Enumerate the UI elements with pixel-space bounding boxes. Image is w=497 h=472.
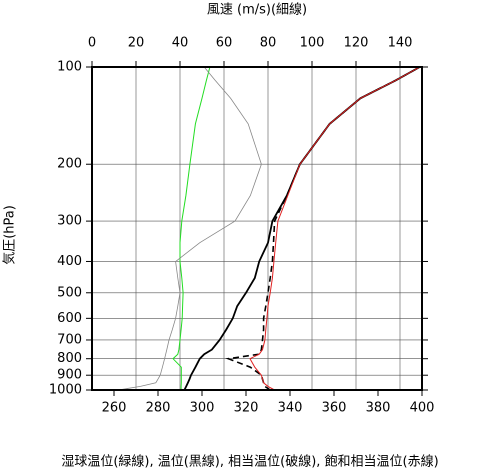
x-tick-label: 300 [190,401,215,416]
x-tick-label: 380 [366,401,391,416]
x2-tick-label: 80 [260,36,277,51]
y-tick-label: 300 [57,214,82,229]
y-tick-label: 600 [57,311,82,326]
series-line [183,66,421,391]
series-line [225,66,421,391]
x-tick-label: 320 [234,401,259,416]
x2-tick-label: 40 [172,36,189,51]
x2-tick-label: 20 [128,36,145,51]
y-tick-label: 500 [57,285,82,300]
x2-tick-label: 60 [216,36,233,51]
y-tick-label: 800 [57,351,82,366]
y-tick-label: 1000 [49,383,82,398]
x-tick-label: 360 [322,401,347,416]
x2-tick-label: 140 [388,36,413,51]
y-tick-label: 700 [57,332,82,347]
series-line [118,66,262,391]
y-tick-label: 200 [57,157,82,172]
plot-frame [91,66,423,391]
x-tick-label: 340 [278,401,303,416]
y-tick-label: 900 [57,368,82,383]
y-axis-title: 気圧(hPa) [2,205,18,265]
x-tick-label: 400 [410,401,435,416]
top-axis-title: 風速 (m/s)(細線) [207,2,307,18]
y-tick-label: 400 [57,254,82,269]
x2-tick-label: 0 [88,36,96,51]
x2-tick-label: 120 [344,36,369,51]
x2-tick-label: 100 [300,36,325,51]
x-tick-label: 260 [102,401,127,416]
x-tick-label: 280 [146,401,171,416]
y-tick-label: 100 [57,60,82,75]
x-axis-title: 湿球温位(緑線), 温位(黒線), 相当温位(破線), 飽和相当温位(赤線) [61,454,438,470]
series-line [172,66,211,390]
series-line [249,66,421,391]
